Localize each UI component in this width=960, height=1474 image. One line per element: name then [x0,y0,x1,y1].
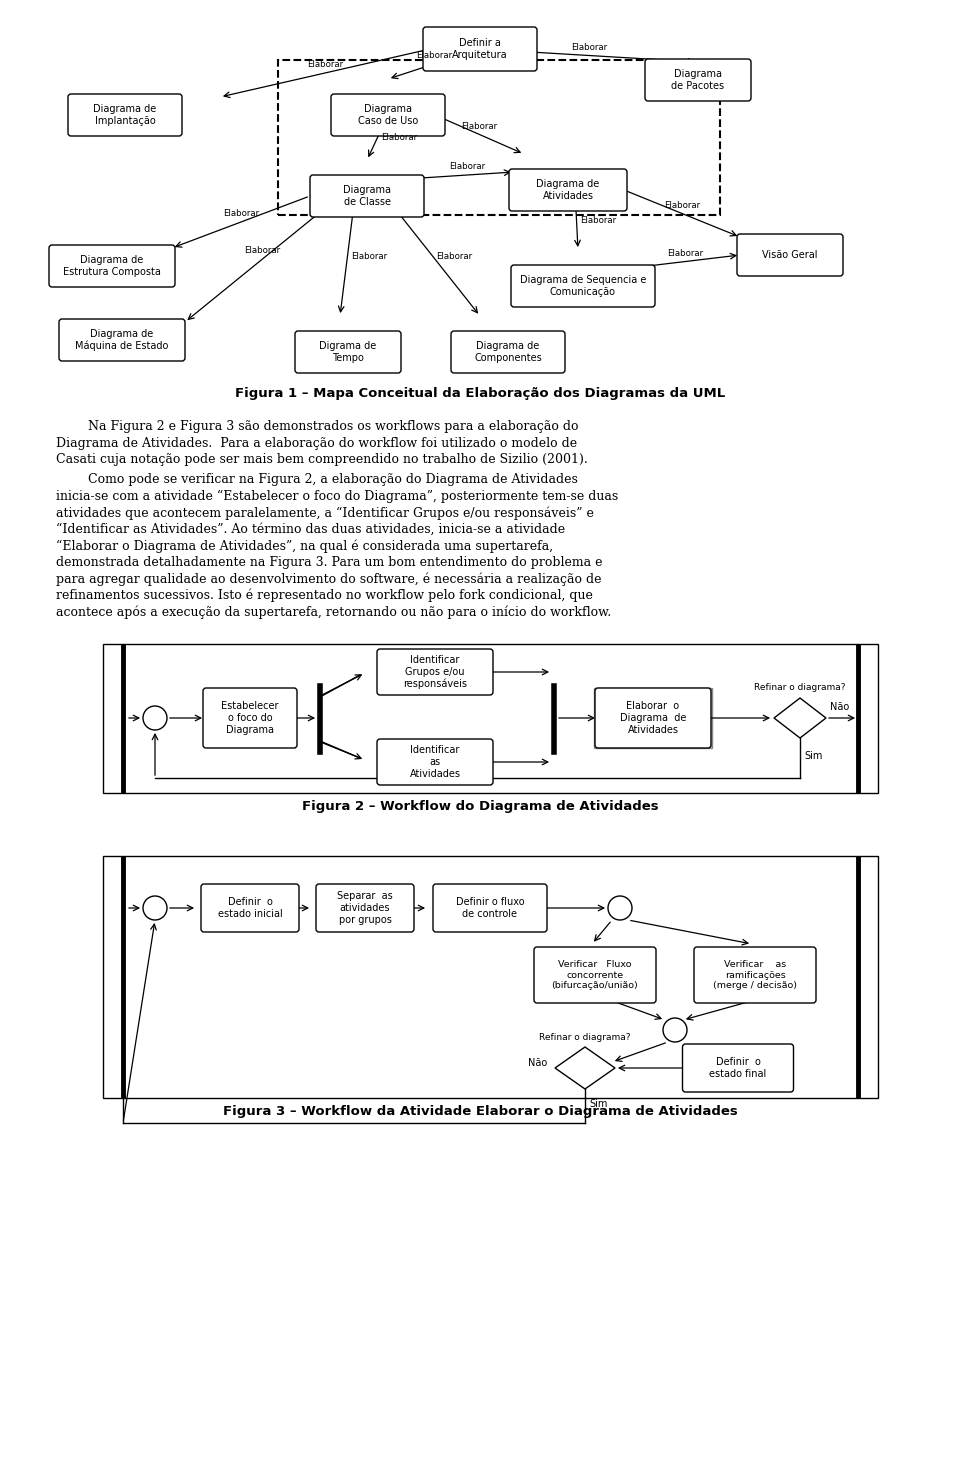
FancyBboxPatch shape [49,245,175,287]
Text: Diagrama
Caso de Uso: Diagrama Caso de Uso [358,105,419,125]
Text: Não: Não [528,1058,547,1069]
Text: Elaborar: Elaborar [381,133,418,142]
Bar [594,688,712,747]
Polygon shape [774,699,826,738]
Text: Estabelecer
o foco do
Diagrama: Estabelecer o foco do Diagrama [221,702,278,734]
FancyBboxPatch shape [511,265,655,307]
FancyBboxPatch shape [694,946,816,1002]
Text: Refinar o diagrama?: Refinar o diagrama? [755,682,846,691]
Circle shape [663,1019,687,1042]
Text: Diagrama
de Classe: Diagrama de Classe [343,186,391,206]
Text: Casati cuja notação pode ser mais bem compreendido no trabalho de Sizilio (2001): Casati cuja notação pode ser mais bem co… [56,453,588,466]
Text: Definir  o
estado final: Definir o estado final [709,1057,767,1079]
FancyBboxPatch shape [377,649,493,696]
FancyBboxPatch shape [59,318,185,361]
Text: inicia-se com a atividade “Estabelecer o foco do Diagrama”, posteriormente tem-s: inicia-se com a atividade “Estabelecer o… [56,489,618,503]
Text: Diagrama
de Pacotes: Diagrama de Pacotes [671,69,725,91]
FancyBboxPatch shape [377,738,493,786]
FancyBboxPatch shape [595,688,711,747]
Text: Definir o fluxo
de controle: Definir o fluxo de controle [456,898,524,918]
Text: acontece após a execução da supertarefa, retornando ou não para o início do work: acontece após a execução da supertarefa,… [56,604,612,619]
Bar [103,644,878,793]
Text: Figura 2 – Workflow do Diagrama de Atividades: Figura 2 – Workflow do Diagrama de Ativi… [301,799,659,812]
Text: Figura 3 – Workflow da Atividade Elaborar o Diagrama de Atividades: Figura 3 – Workflow da Atividade Elabora… [223,1106,737,1119]
Text: Elaborar: Elaborar [245,246,280,255]
Text: Elaborar: Elaborar [437,252,472,261]
Text: Na Figura 2 e Figura 3 são demonstrados os workflows para a elaboração do: Na Figura 2 e Figura 3 são demonstrados … [56,420,579,433]
Text: “Elaborar o Diagrama de Atividades”, na qual é considerada uma supertarefa,: “Elaborar o Diagrama de Atividades”, na … [56,539,553,553]
FancyBboxPatch shape [683,1044,794,1092]
Text: Elaborar: Elaborar [571,43,607,52]
Text: “Identificar as Atividades”. Ao término das duas atividades, inicia-se a ativida: “Identificar as Atividades”. Ao término … [56,522,565,535]
Circle shape [143,896,167,920]
FancyBboxPatch shape [201,884,299,932]
FancyBboxPatch shape [451,332,565,373]
Text: Identificar
Grupos e/ou
responsáveis: Identificar Grupos e/ou responsáveis [403,654,467,688]
Text: Sim: Sim [589,1100,608,1108]
Polygon shape [555,1047,615,1089]
Circle shape [143,706,167,730]
FancyBboxPatch shape [423,27,537,71]
Text: Verificar   Fluxo
concorrente
(bifurcação/união): Verificar Fluxo concorrente (bifurcação/… [552,960,638,991]
Text: Elaborar: Elaborar [667,249,704,258]
Text: Elaborar  o
Diagrama  de
Atividades: Elaborar o Diagrama de Atividades [620,702,686,734]
Text: Verificar    as
ramificações
(merge / decisão): Verificar as ramificações (merge / decis… [713,960,797,991]
Text: Não: Não [830,702,850,712]
Text: Elaborar: Elaborar [223,209,259,218]
FancyBboxPatch shape [331,94,445,136]
Text: atividades que acontecem paralelamente, a “Identificar Grupos e/ou responsáveis”: atividades que acontecem paralelamente, … [56,506,594,519]
Text: Identificar
as
Atividades: Identificar as Atividades [410,746,461,778]
Text: Elaborar: Elaborar [351,252,388,261]
Text: Figura 1 – Mapa Conceitual da Elaboração dos Diagramas da UML: Figura 1 – Mapa Conceitual da Elaboração… [235,386,725,399]
FancyBboxPatch shape [509,170,627,211]
Text: Como pode se verificar na Figura 2, a elaboração do Diagrama de Atividades: Como pode se verificar na Figura 2, a el… [56,473,578,486]
FancyBboxPatch shape [737,234,843,276]
Text: Diagrama de
Estrutura Composta: Diagrama de Estrutura Composta [63,255,161,277]
Text: Diagrama de
Atividades: Diagrama de Atividades [537,180,600,200]
Text: Definir  o
estado inicial: Definir o estado inicial [218,898,282,918]
Text: Elaborar: Elaborar [462,121,497,131]
Bar [278,60,720,215]
Text: Elaborar: Elaborar [416,52,452,60]
FancyBboxPatch shape [645,59,751,102]
Text: Visão Geral: Visão Geral [762,251,818,259]
FancyBboxPatch shape [310,175,424,217]
FancyBboxPatch shape [534,946,656,1002]
Text: Diagrama de
Componentes: Diagrama de Componentes [474,340,541,363]
Text: Diagrama de Atividades.  Para a elaboração do workflow foi utilizado o modelo de: Diagrama de Atividades. Para a elaboraçã… [56,436,577,450]
Circle shape [608,896,632,920]
Bar [103,856,878,1098]
Text: Separar  as
atividades
por grupos: Separar as atividades por grupos [337,892,393,924]
Text: Diagrama de
Máquina de Estado: Diagrama de Máquina de Estado [75,329,169,351]
FancyBboxPatch shape [68,94,182,136]
FancyBboxPatch shape [295,332,401,373]
Text: para agregar qualidade ao desenvolvimento do software, é necessária a realização: para agregar qualidade ao desenvolviment… [56,572,602,585]
FancyBboxPatch shape [433,884,547,932]
Text: Digrama de
Tempo: Digrama de Tempo [320,340,376,363]
Text: Elaborar: Elaborar [307,60,343,69]
Text: Elaborar: Elaborar [664,200,700,209]
Text: Elaborar: Elaborar [449,162,486,171]
Text: Diagrama de Sequencia e
Comunicação: Diagrama de Sequencia e Comunicação [519,276,646,296]
FancyBboxPatch shape [316,884,414,932]
Text: Diagrama de
Implantação: Diagrama de Implantação [93,105,156,125]
Text: demonstrada detalhadamente na Figura 3. Para um bom entendimento do problema e: demonstrada detalhadamente na Figura 3. … [56,556,603,569]
Text: Refinar o diagrama?: Refinar o diagrama? [540,1033,631,1042]
Text: Sim: Sim [804,750,823,761]
Text: refinamentos sucessivos. Isto é representado no workflow pelo fork condicional, : refinamentos sucessivos. Isto é represen… [56,588,593,601]
Text: Elaborar: Elaborar [581,215,616,224]
Text: Definir a
Arquitetura: Definir a Arquitetura [452,38,508,60]
FancyBboxPatch shape [203,688,297,747]
